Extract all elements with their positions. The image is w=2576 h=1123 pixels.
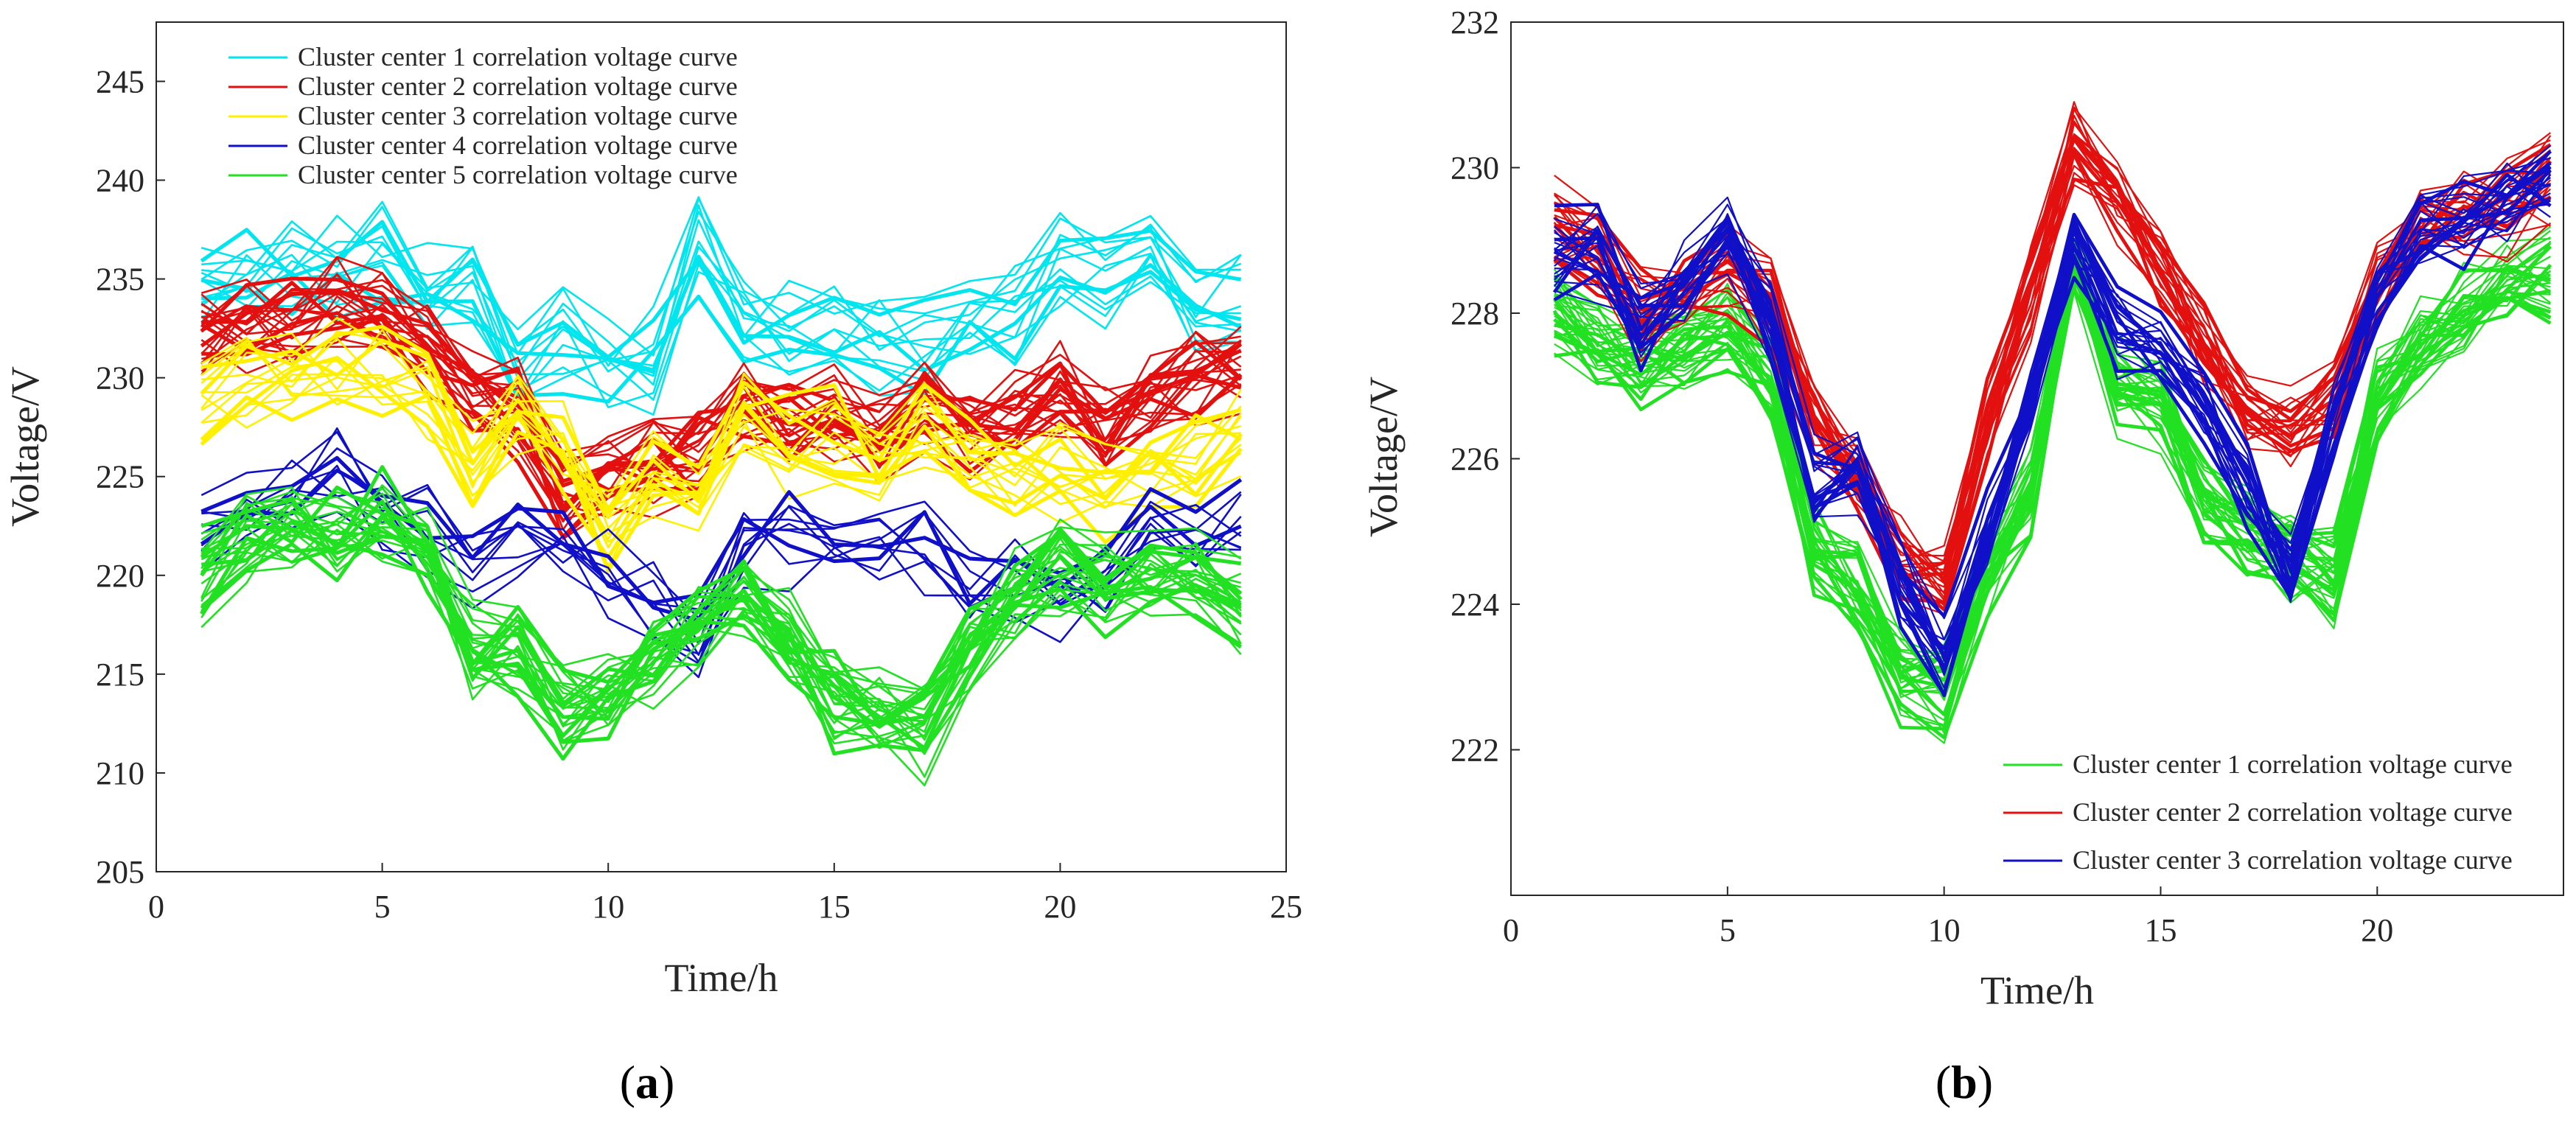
series-3-curves (1552, 144, 2552, 698)
series-3-curves (200, 317, 1243, 573)
x-tick-label: 25 (1270, 889, 1302, 925)
series-3-curve (1554, 196, 2551, 641)
series-1-curve (1554, 265, 2551, 721)
panel-caption: (a) (620, 1056, 675, 1108)
x-tick-label: 15 (818, 889, 851, 925)
series-5-curve (200, 465, 1243, 724)
series-1-curve (1553, 242, 2552, 690)
series-2-curve (200, 307, 1241, 485)
x-axis-label: Time/h (664, 956, 778, 1000)
y-axis-label: Voltage/V (1361, 377, 1406, 537)
series-3-curve (200, 337, 1242, 530)
series-layer (200, 196, 1243, 787)
series-3-curve (1554, 167, 2552, 668)
y-tick-label: 210 (96, 755, 144, 791)
y-tick-label: 225 (96, 459, 144, 495)
x-tick-label: 15 (2144, 912, 2177, 948)
series-5-curve (200, 496, 1242, 724)
y-tick-label: 226 (1451, 441, 1499, 477)
y-tick-label: 235 (96, 262, 144, 298)
series-3-curve (200, 324, 1242, 512)
legend-label: Cluster center 3 correlation voltage cur… (2073, 845, 2513, 875)
series-5-curve (200, 485, 1242, 729)
y-tick-label: 205 (96, 854, 144, 890)
y-tick-label: 224 (1451, 587, 1499, 623)
series-4-curve (200, 431, 1242, 619)
series-3-curve (201, 360, 1242, 549)
legend-label: Cluster center 2 correlation voltage cur… (298, 71, 738, 101)
x-tick-label: 10 (592, 889, 624, 925)
legend-label: Cluster center 4 correlation voltage cur… (298, 130, 738, 160)
legend-label: Cluster center 1 correlation voltage cur… (2073, 749, 2513, 779)
series-1-curve (200, 255, 1242, 416)
series-5-curve (201, 503, 1242, 755)
series-1-curve (200, 225, 1241, 376)
series-5-curve (200, 539, 1242, 778)
series-5-curve (200, 487, 1242, 728)
series-1-curve (201, 197, 1242, 357)
series-1-curve (201, 254, 1242, 372)
legend-label: Cluster center 5 correlation voltage cur… (298, 160, 738, 189)
x-tick-label: 5 (374, 889, 391, 925)
series-1-curve (201, 245, 1242, 402)
series-3-curve (1554, 173, 2552, 666)
series-1-curve (200, 204, 1242, 386)
y-tick-label: 245 (96, 63, 144, 99)
chart-a: 0 5 10 15 20 25 205 210 215 220 225 230 235 240 245 Tim… (3, 21, 1302, 1108)
series-layer (1552, 101, 2552, 744)
x-tick-label: 10 (1928, 912, 1961, 948)
series-1-curve (200, 242, 1241, 401)
y-tick-label: 222 (1451, 732, 1499, 769)
legend: Cluster center 1 correlation voltage cur… (228, 42, 738, 189)
y-tick-label: 215 (96, 657, 144, 693)
x-axis-label: Time/h (1980, 968, 2094, 1012)
y-tick-label: 228 (1451, 295, 1499, 332)
series-2-curve (1554, 121, 2551, 557)
series-3-curve (200, 393, 1243, 560)
panel-caption: (b) (1936, 1056, 1993, 1108)
x-tick-label: 20 (2361, 912, 2393, 948)
legend-label: Cluster center 2 correlation voltage cur… (2073, 797, 2513, 827)
series-5-curve (200, 528, 1242, 752)
series-1-curves (1552, 223, 2552, 744)
x-tick-label: 0 (148, 889, 164, 925)
series-3-curve (200, 373, 1242, 568)
series-1-curve (201, 196, 1242, 367)
y-tick-label: 230 (96, 360, 144, 396)
x-tick-label: 20 (1044, 889, 1076, 925)
series-5-curve (200, 492, 1242, 751)
y-axis-label: Voltage/V (3, 366, 47, 527)
series-3-curve (200, 355, 1242, 549)
y-tick-label: 230 (1451, 150, 1499, 186)
y-tick-label: 240 (96, 163, 144, 199)
series-2-curve (201, 271, 1242, 486)
series-1-curve (200, 245, 1241, 408)
legend-label: Cluster center 3 correlation voltage cur… (298, 101, 738, 130)
x-tick-label: 0 (1503, 912, 1519, 948)
x-tick-label: 5 (1720, 912, 1736, 948)
series-3-curve (1552, 172, 2552, 651)
chart-b: 0 5 10 15 20 222 224 226 228 230 232 Time/h Voltage/… (1361, 4, 2564, 1108)
series-5-curve (200, 523, 1242, 741)
series-1-curve (200, 206, 1241, 373)
series-2-curve (200, 256, 1242, 470)
legend: Cluster center 1 correlation voltage cur… (2003, 749, 2513, 875)
y-tick-label: 232 (1451, 4, 1499, 41)
series-5-curves (200, 465, 1243, 787)
y-tick-label: 220 (96, 558, 144, 594)
legend-label: Cluster center 1 correlation voltage cur… (298, 42, 738, 71)
